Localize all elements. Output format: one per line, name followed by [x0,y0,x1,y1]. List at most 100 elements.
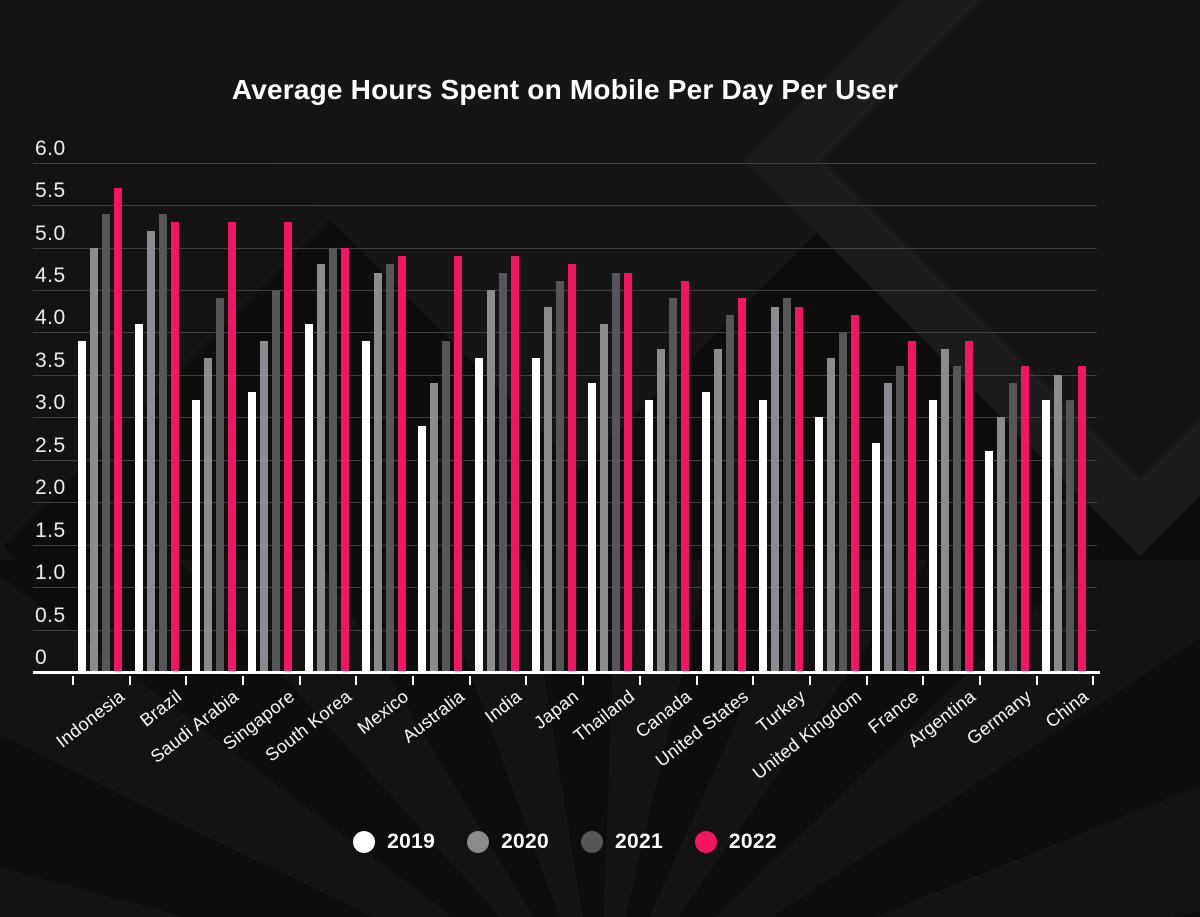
bar-2021 [385,264,394,672]
bar-2019 [418,425,427,672]
bar-2019 [1042,400,1051,672]
bar-group-japan [531,162,576,672]
bar-group-brazil [134,162,179,672]
bar-2019 [985,451,994,672]
legend: 2019 2020 2021 2022 [0,830,1130,854]
gridline-0.5 [33,629,1097,631]
bar-2019 [871,442,880,672]
bar-2020 [827,357,836,672]
axis-tick [355,676,358,685]
bar-2020 [146,230,155,672]
bar-2022 [851,315,860,672]
bar-group-canada [645,162,690,672]
axis-tick [1035,676,1038,685]
bar-2020 [997,417,1006,672]
gridline-2.5 [33,459,1097,461]
gridline-5.5 [33,205,1097,207]
bar-2020 [316,264,325,672]
y-axis-label: 0 [35,646,48,669]
bar-group-singapore [248,162,293,672]
bar-2021 [102,213,111,672]
axis-tick [638,676,641,685]
bar-2019 [701,391,710,672]
bar-2020 [1054,374,1063,672]
gridline-4.5 [33,289,1097,291]
axis-tick [525,676,528,685]
bar-2019 [304,323,313,672]
bar-group-thailand [588,162,633,672]
bar-2022 [794,306,803,672]
bar-2021 [782,298,791,672]
bar-group-south-korea [304,162,349,672]
y-axis-label: 2.0 [35,476,66,500]
bar-2019 [191,400,200,672]
legend-dot-2019 [353,831,376,853]
bar-2019 [928,400,937,672]
bar-group-india [475,162,520,672]
gridline-2.0 [33,502,1097,504]
axis-tick [185,676,188,685]
bar-2019 [815,417,824,672]
chart-title: Average Hours Spent on Mobile Per Day Pe… [231,74,899,105]
bar-2019 [758,400,767,672]
bar-2021 [215,298,224,672]
bar-2021 [952,366,961,672]
legend-label: 2021 [615,830,663,853]
gridline-1.5 [33,544,1097,546]
bar-2019 [531,357,540,672]
bar-2019 [134,323,143,672]
bar-2020 [657,349,666,672]
bar-2022 [227,222,236,672]
bar-2022 [567,264,576,672]
y-axis-label: 6.0 [35,136,66,160]
bar-2021 [839,332,848,672]
bar-2021 [895,366,904,672]
bar-2022 [624,272,633,672]
bar-group-mexico [361,162,406,672]
axis-tick [241,676,244,685]
bar-2020 [90,247,99,672]
legend-label: 2019 [387,830,436,853]
axis-tick [1092,676,1095,685]
bar-2021 [442,340,451,672]
bar-2022 [511,256,520,672]
axis-tick [865,676,868,685]
bar-2019 [78,340,87,672]
bar-2021 [555,281,564,672]
legend-item-2019: 2019 [353,830,435,854]
axis-tick [298,676,301,685]
bar-2022 [964,340,973,672]
axis-tick [695,676,698,685]
axis-tick [808,676,811,685]
gridline-3.0 [33,417,1097,419]
axis-tick [752,676,755,685]
legend-label: 2022 [728,830,777,853]
bar-2021 [272,289,281,672]
bar-2021 [328,247,337,672]
bar-2020 [543,306,552,672]
y-axis-label: 1.5 [35,518,66,542]
legend-dot-2020 [467,831,490,853]
legend-item-2022: 2022 [694,830,777,854]
bar-2022 [1021,366,1030,672]
plot-area [33,162,1097,673]
axis-tick [468,676,471,685]
y-axis-label: 5.5 [35,179,66,203]
legend-item-2020: 2020 [467,830,549,854]
legend-dot-2021 [581,831,603,853]
y-axis-label: 3.0 [35,391,66,415]
bar-2021 [669,298,678,672]
bar-2021 [612,272,621,672]
bar-2020 [487,289,496,672]
y-axis-label: 0.5 [35,603,66,627]
y-axis-label: 3.5 [35,348,66,372]
bar-2021 [1009,383,1018,672]
bar-2021 [725,315,734,672]
bar-group-united-states [701,162,746,672]
axis-tick [71,676,74,685]
bar-2022 [114,188,123,672]
bar-2019 [645,400,654,672]
bar-2022 [340,247,349,672]
bar-2022 [454,256,463,672]
bar-2022 [397,256,406,672]
